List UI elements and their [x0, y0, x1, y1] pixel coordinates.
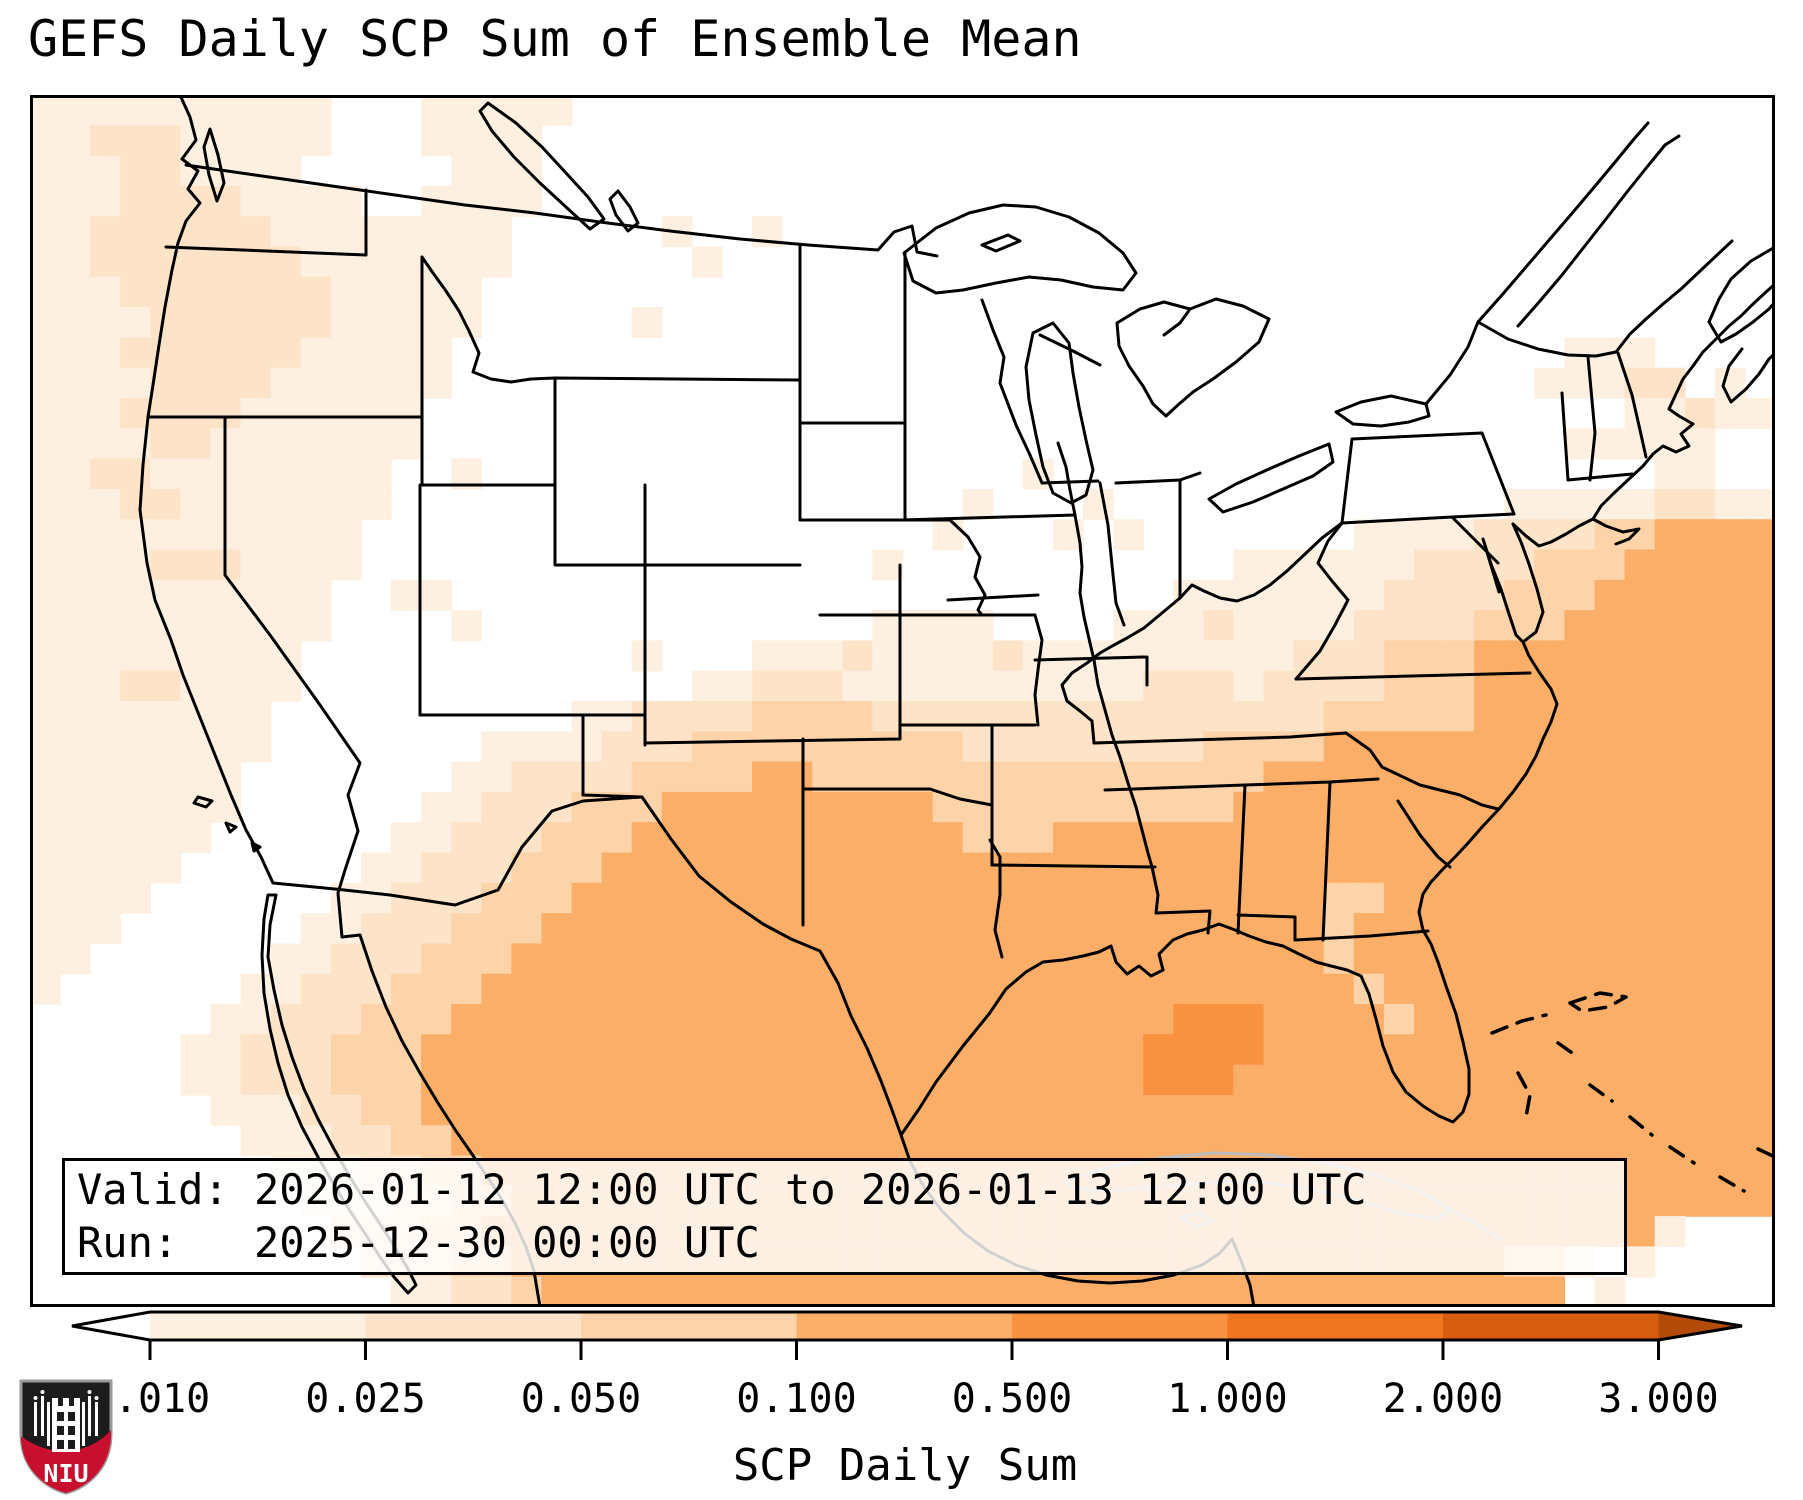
colorbar-ticks	[148, 1340, 1660, 1360]
scp-colorbar: 0.010 0.025 0.050 0.100 0.500 1.000 2.000 3.000	[71, 1310, 1743, 1422]
svg-text:0.050: 0.050	[521, 1376, 641, 1422]
svg-text:1.000: 1.000	[1167, 1376, 1287, 1422]
svg-text:0.100: 0.100	[736, 1376, 856, 1422]
niu-shield-red-band	[21, 1430, 111, 1493]
coastlines-and-state-borders	[138, 95, 1775, 1307]
svg-text:2.000: 2.000	[1383, 1376, 1503, 1422]
scp-heatmap-layer	[30, 95, 1775, 1307]
colorbar-axis-label: SCP Daily Sum	[732, 1440, 1078, 1491]
svg-text:3.000: 3.000	[1598, 1376, 1718, 1422]
colorbar-tick-labels: 0.010 0.025 0.050 0.100 0.500 1.000 2.000 3.000	[90, 1376, 1719, 1422]
valid-run-info-box: Valid: 2026-01-12 12:00 UTC to 2026-01-1…	[62, 1158, 1627, 1275]
page-title: GEFS Daily SCP Sum of Ensemble Mean	[28, 10, 1082, 68]
niu-castle-windows	[57, 1412, 75, 1449]
niu-logo: NIU	[19, 1379, 113, 1495]
map-frame	[30, 95, 1775, 1307]
colorbar-segments	[71, 1310, 1743, 1342]
forecast-map	[30, 95, 1775, 1307]
svg-text:0.500: 0.500	[952, 1376, 1072, 1422]
run-time-text: Run: 2025-12-30 00:00 UTC	[77, 1217, 760, 1267]
niu-castle-icon	[33, 1390, 99, 1452]
svg-text:0.025: 0.025	[305, 1376, 425, 1422]
bahamas-dashed-outline	[1490, 991, 1775, 1193]
niu-logo-text: NIU	[43, 1459, 88, 1488]
valid-time-text: Valid: 2026-01-12 12:00 UTC to 2026-01-1…	[77, 1165, 1367, 1214]
